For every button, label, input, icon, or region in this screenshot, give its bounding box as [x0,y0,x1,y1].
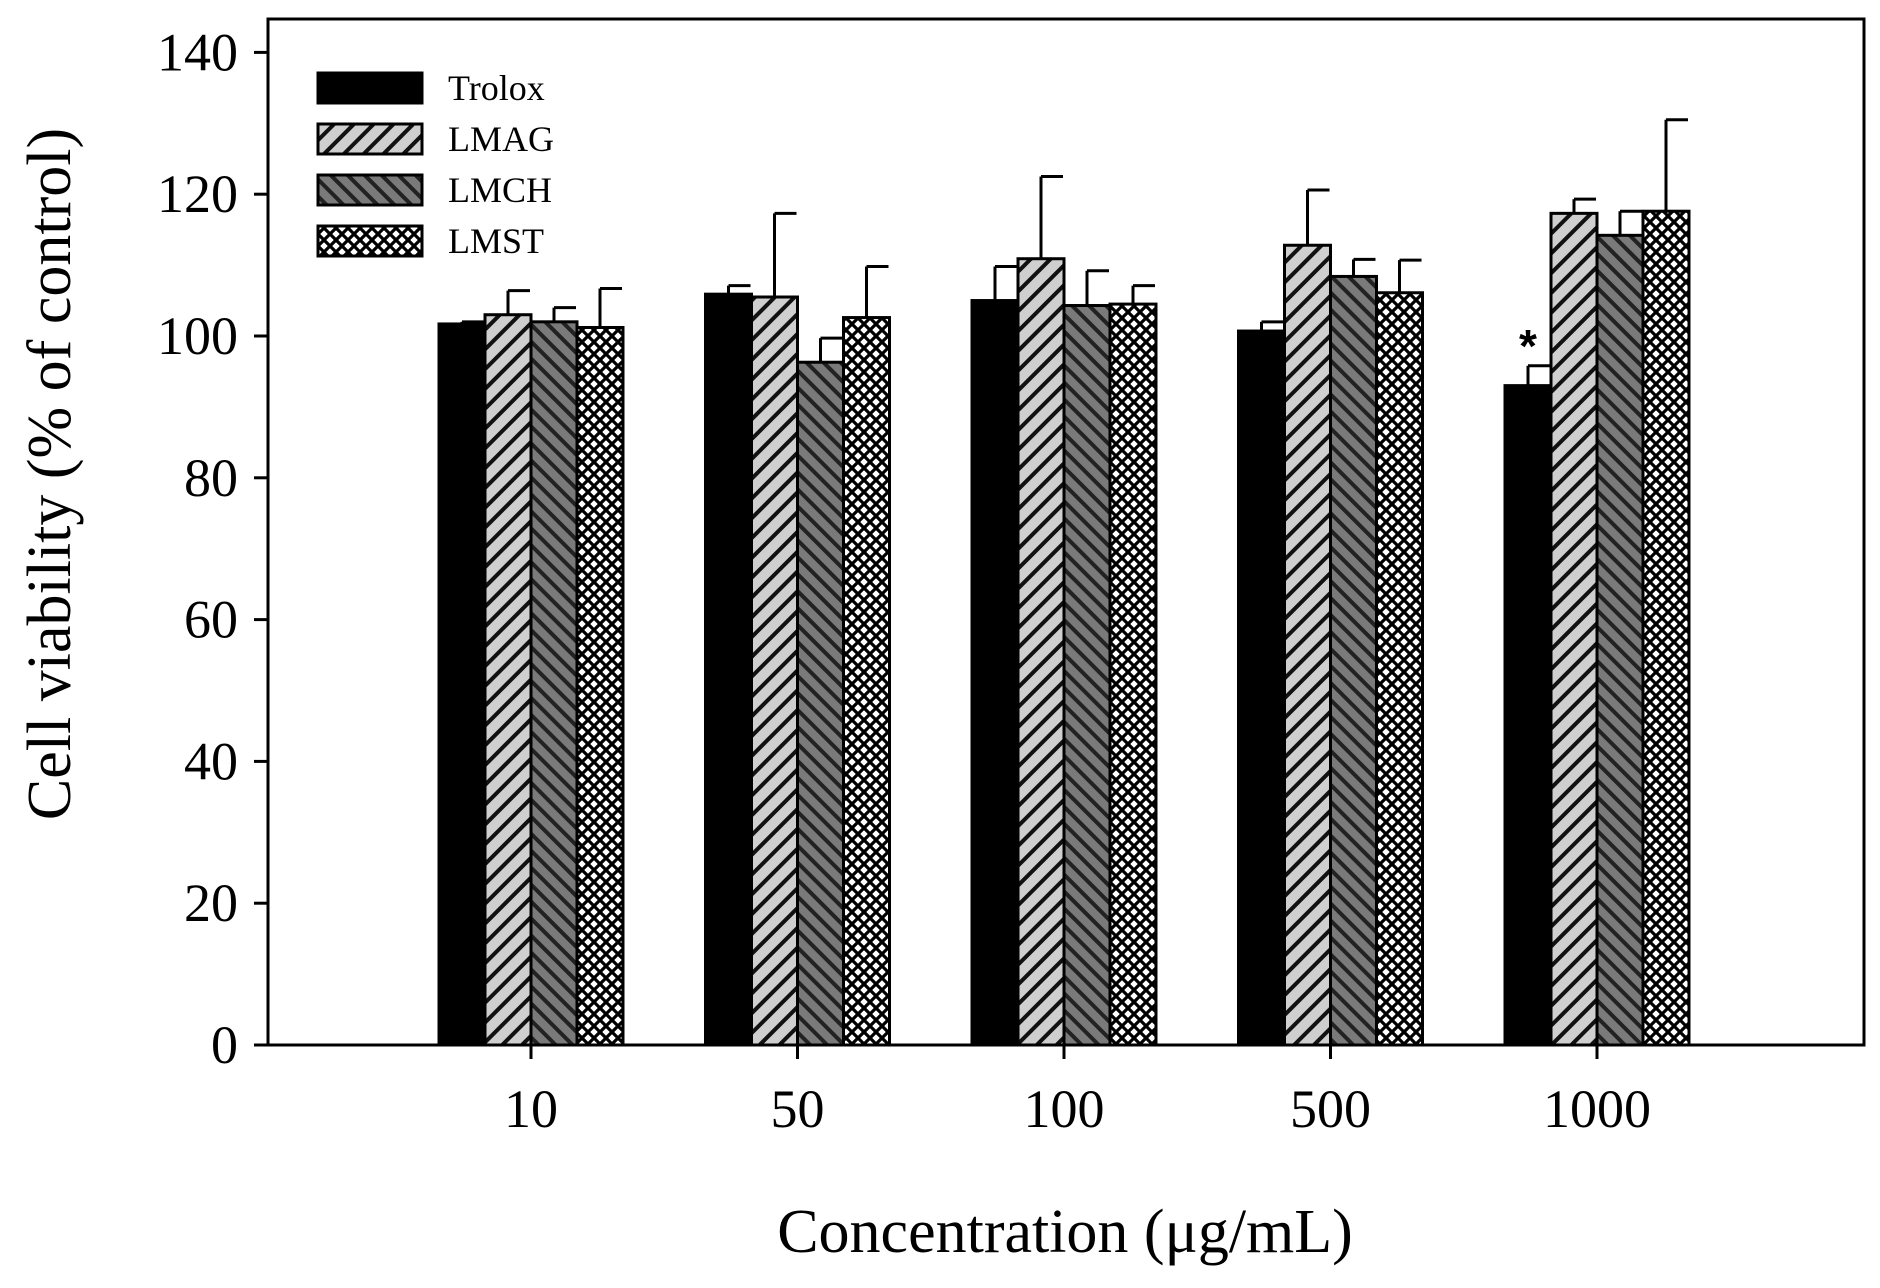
legend-label-lmag: LMAG [448,119,554,159]
bar-trolox-500 [1237,329,1286,1047]
bar-lmag-1000 [1549,211,1599,1047]
y-tick-label: 60 [184,590,238,650]
y-tick-label: 120 [157,164,238,224]
legend: Trolox LMAG LMCH LMST [316,68,554,261]
x-tick-label: 1000 [1543,1079,1651,1139]
bar-lmst-10 [575,325,625,1047]
x-tick-label: 10 [504,1079,558,1139]
legend-swatch-trolox [316,71,424,105]
bar-lmst-50 [842,316,891,1047]
annotations: * [1519,320,1537,372]
x-tick-label: 500 [1290,1079,1371,1139]
y-tick-label: 100 [157,306,238,366]
y-axis-title: Cell viability (% of control) [16,128,84,820]
bar-lmag-100 [1016,257,1066,1047]
legend-label-lmst: LMST [448,221,544,261]
y-tick-label: 20 [184,873,238,933]
x-tick-label: 50 [771,1079,825,1139]
y-axis: 0 20 40 60 80 100 120 140 [157,22,268,1075]
bar-trolox-50 [704,292,753,1047]
legend-label-trolox: Trolox [448,68,545,108]
x-tick-label: 100 [1024,1079,1105,1139]
bar-lmst-100 [1108,302,1158,1047]
y-tick-label: 0 [211,1015,238,1075]
legend-swatch-lmst [316,224,424,258]
legend-swatch-lmag [316,122,424,156]
bar-trolox-1000 [1503,384,1553,1047]
bar-trolox-100 [970,299,1020,1047]
bar-lmag-10 [483,313,533,1047]
bar-lmst-1000 [1641,209,1691,1047]
bar-lmag-50 [750,295,799,1047]
legend-swatch-lmch [316,173,424,207]
bar-lmch-50 [796,360,845,1047]
legend-label-lmch: LMCH [448,170,552,210]
bar-lmch-100 [1062,304,1112,1047]
bars [437,118,1691,1047]
y-tick-label: 40 [184,731,238,791]
bar-lmag-500 [1283,243,1332,1047]
x-axis-title: Concentration (μg/mL) [777,1198,1353,1266]
y-tick-label: 80 [184,448,238,508]
bar-lmch-10 [529,320,579,1047]
bar-trolox-10 [437,322,487,1047]
bar-lmch-500 [1329,274,1378,1047]
y-tick-label: 140 [157,22,238,82]
x-axis: 10 50 100 500 1000 [504,1045,1651,1139]
bar-lmch-1000 [1595,233,1645,1047]
significance-asterisk: * [1519,320,1537,372]
bar-lmst-500 [1375,291,1424,1047]
